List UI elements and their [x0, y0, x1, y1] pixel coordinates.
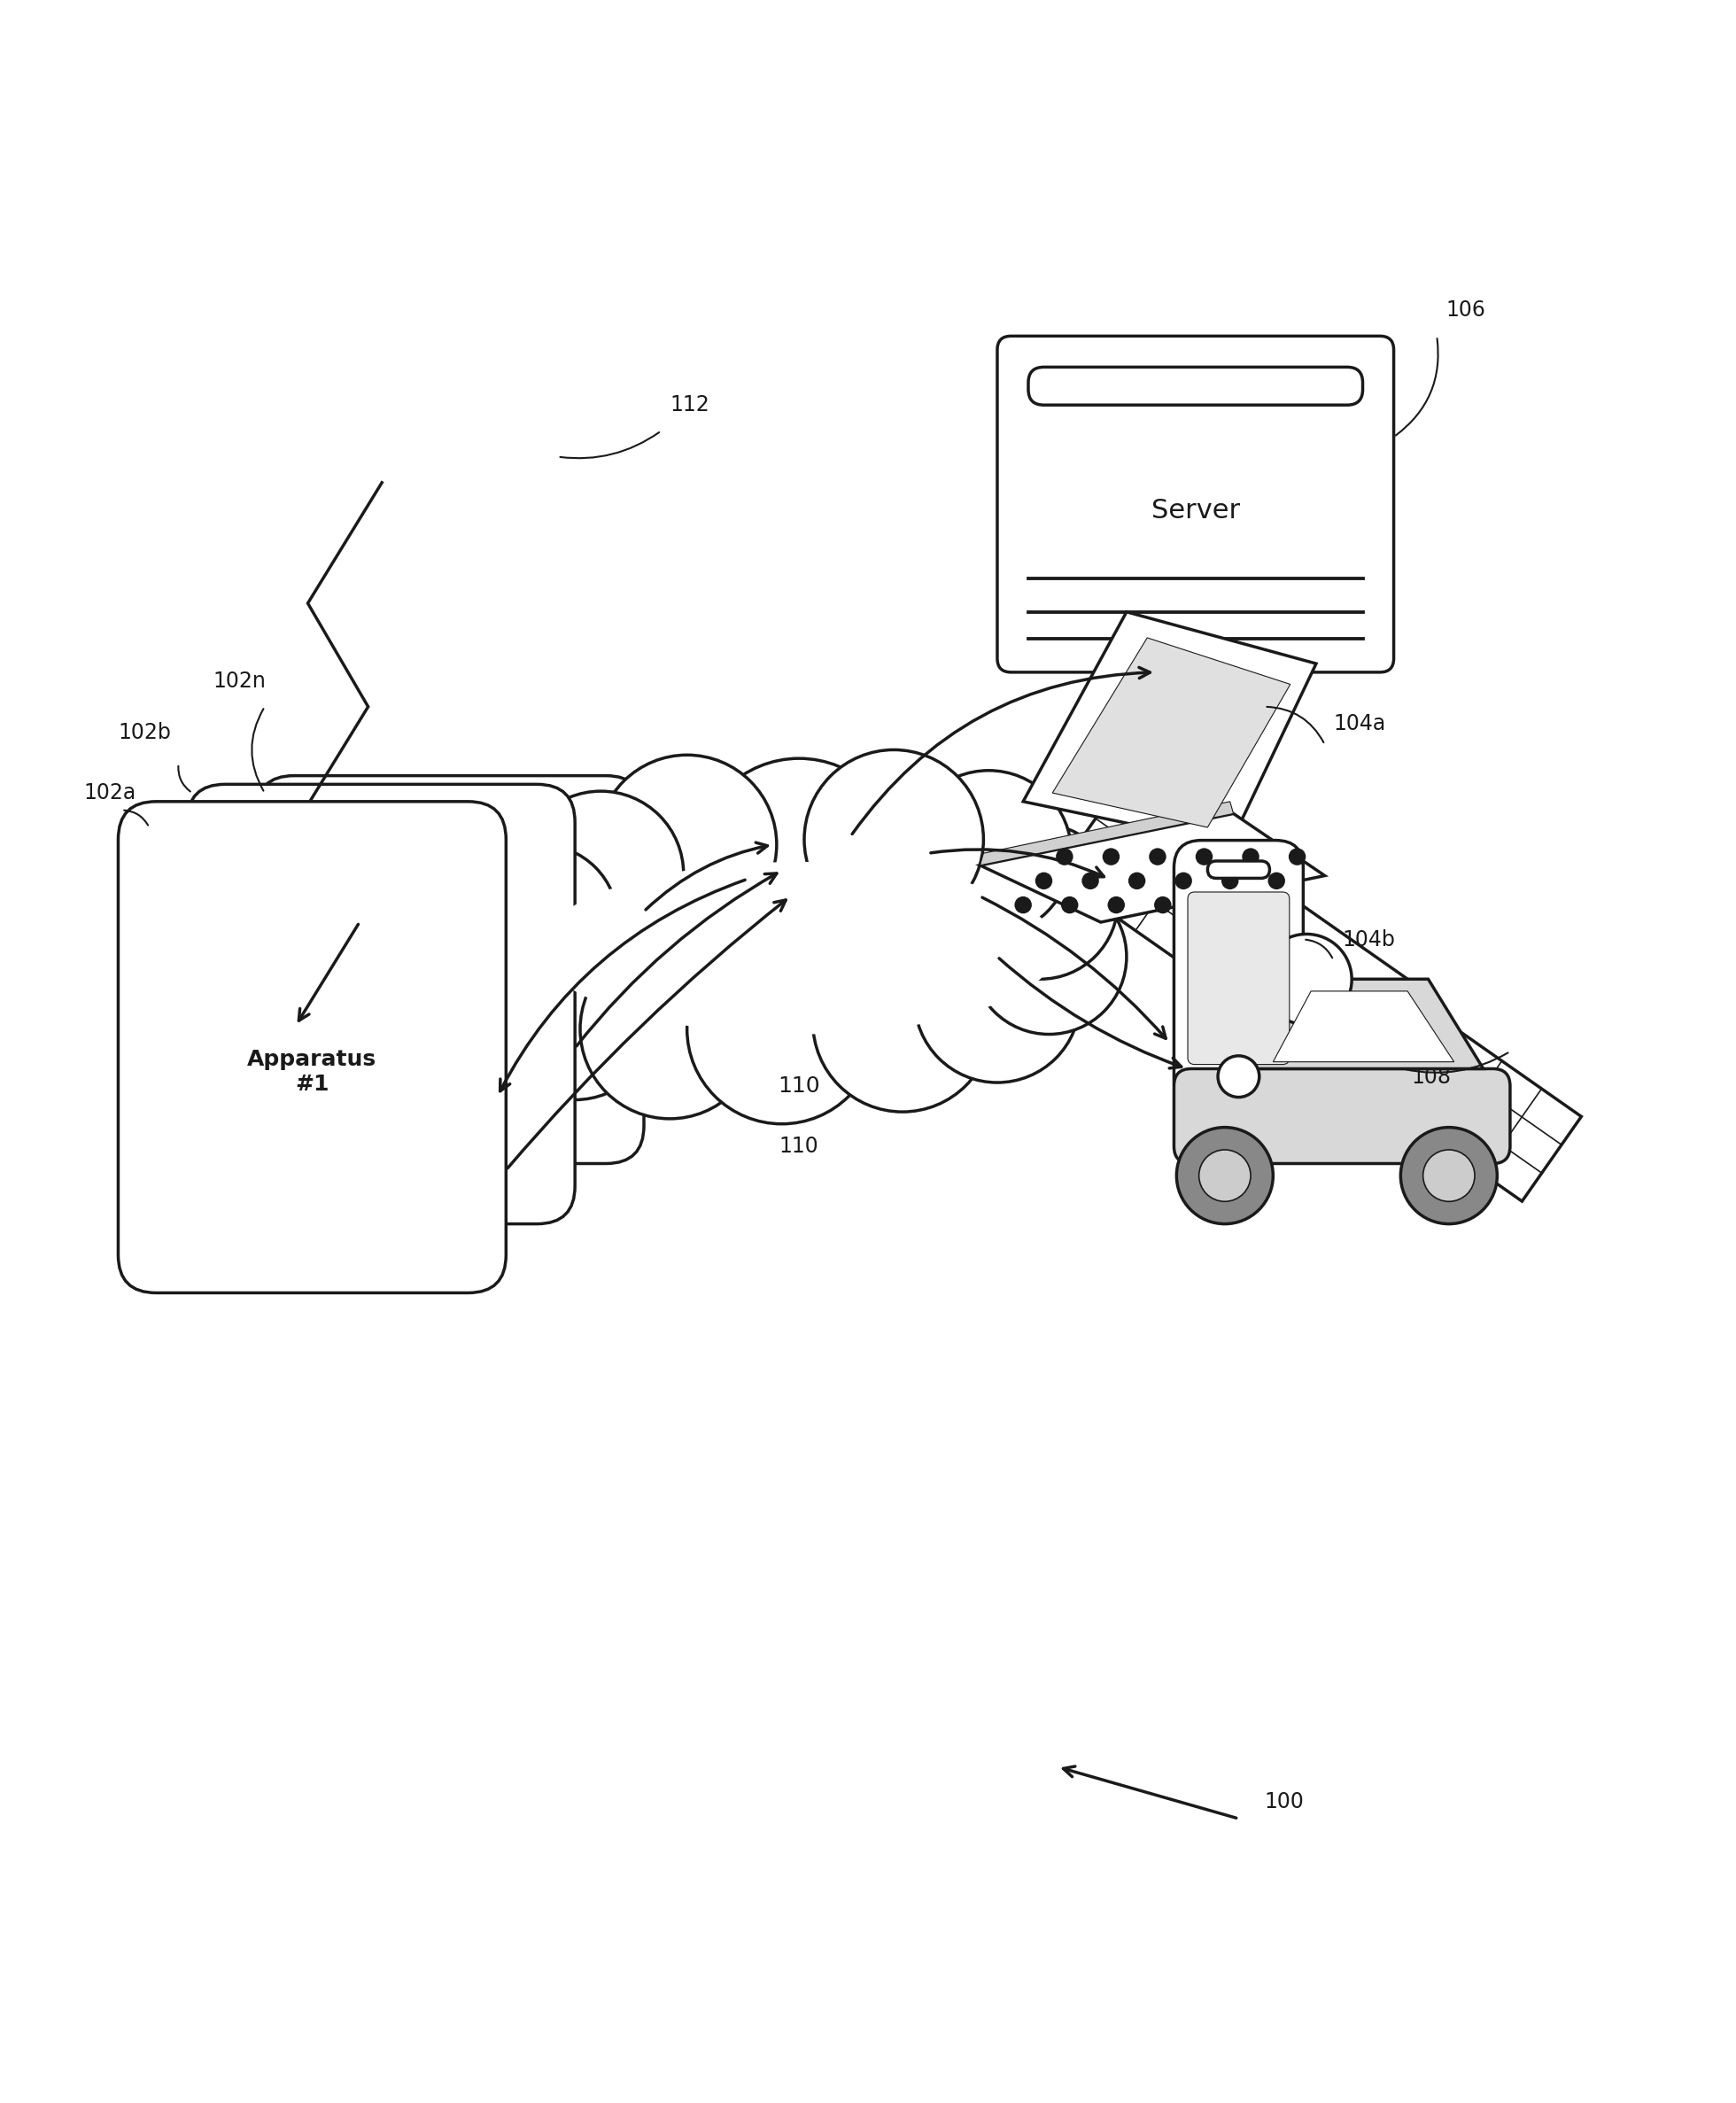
Circle shape [464, 845, 618, 999]
Text: 104b: 104b [1342, 930, 1396, 951]
Circle shape [1014, 896, 1031, 913]
Circle shape [972, 879, 1127, 1035]
Text: 106: 106 [1446, 299, 1486, 322]
Circle shape [1055, 848, 1073, 864]
Circle shape [1128, 873, 1146, 890]
Circle shape [1177, 1127, 1272, 1224]
Circle shape [1108, 896, 1125, 913]
FancyBboxPatch shape [1213, 896, 1424, 1096]
Text: 112: 112 [670, 395, 710, 416]
FancyBboxPatch shape [1055, 791, 1274, 986]
FancyBboxPatch shape [187, 784, 575, 1224]
Circle shape [1246, 896, 1264, 913]
Circle shape [1201, 896, 1219, 913]
Circle shape [451, 911, 595, 1056]
Text: Server: Server [1151, 498, 1240, 524]
FancyBboxPatch shape [257, 776, 644, 1163]
Circle shape [1262, 934, 1352, 1024]
Text: 102b: 102b [118, 721, 172, 742]
FancyBboxPatch shape [1174, 1068, 1510, 1163]
Polygon shape [981, 801, 1233, 864]
Text: 104a: 104a [1333, 713, 1385, 734]
Circle shape [1149, 848, 1167, 864]
Text: 110: 110 [779, 1136, 819, 1157]
FancyBboxPatch shape [1187, 892, 1290, 1064]
Text: 110: 110 [778, 1075, 819, 1096]
Circle shape [1401, 1127, 1496, 1224]
Text: 102a: 102a [83, 782, 135, 803]
Circle shape [517, 791, 684, 957]
FancyBboxPatch shape [1174, 841, 1304, 1108]
Circle shape [687, 934, 877, 1123]
FancyBboxPatch shape [118, 801, 505, 1293]
Circle shape [812, 932, 991, 1112]
Text: Apparatus
#1: Apparatus #1 [248, 1049, 377, 1096]
Circle shape [1061, 896, 1078, 913]
Circle shape [1424, 1150, 1476, 1201]
Circle shape [1175, 873, 1193, 890]
Polygon shape [1272, 991, 1455, 1062]
Circle shape [915, 917, 1080, 1083]
Circle shape [696, 759, 903, 965]
Circle shape [1154, 896, 1172, 913]
FancyBboxPatch shape [1363, 1005, 1581, 1201]
Circle shape [1082, 873, 1099, 890]
Text: Apparatus
#2: Apparatus #2 [316, 938, 446, 982]
FancyBboxPatch shape [1208, 860, 1269, 879]
Text: 108: 108 [1411, 1066, 1451, 1087]
Ellipse shape [498, 826, 1101, 1052]
Circle shape [493, 934, 658, 1100]
FancyBboxPatch shape [996, 336, 1394, 673]
Polygon shape [1052, 637, 1290, 826]
Circle shape [1288, 848, 1305, 864]
Polygon shape [1023, 612, 1316, 845]
Circle shape [1200, 1150, 1250, 1201]
FancyBboxPatch shape [1028, 368, 1363, 406]
Circle shape [804, 751, 984, 930]
Circle shape [963, 824, 1118, 980]
Polygon shape [981, 814, 1325, 923]
Circle shape [1196, 848, 1213, 864]
Circle shape [1241, 848, 1259, 864]
Polygon shape [1246, 980, 1483, 1068]
Ellipse shape [540, 862, 1057, 1035]
Circle shape [1219, 1056, 1259, 1098]
Circle shape [906, 770, 1071, 936]
Text: 102n: 102n [214, 671, 266, 692]
Circle shape [597, 755, 776, 934]
Circle shape [1035, 873, 1052, 890]
Circle shape [1222, 873, 1238, 890]
Circle shape [1102, 848, 1120, 864]
Text: Apparatus
#N: Apparatus #N [385, 908, 514, 955]
Circle shape [1267, 873, 1285, 890]
Text: 100: 100 [1264, 1792, 1304, 1813]
Circle shape [580, 940, 759, 1119]
